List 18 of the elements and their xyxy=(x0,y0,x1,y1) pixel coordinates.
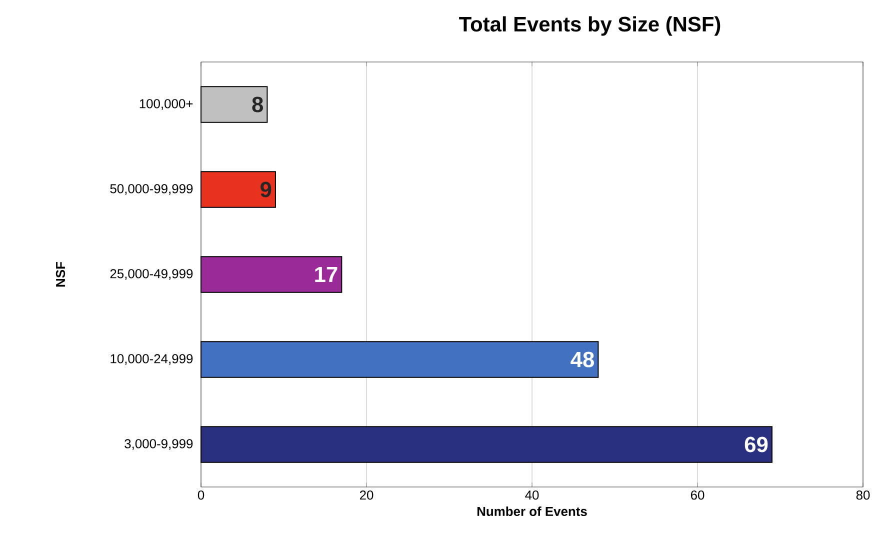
chart-title: Total Events by Size (NSF) xyxy=(459,16,720,36)
data-label: 69 xyxy=(744,436,768,452)
data-label: 9 xyxy=(260,182,272,198)
x-tick-label: 0 xyxy=(198,490,204,500)
data-label: 48 xyxy=(570,352,594,368)
y-tick-label: 25,000-49,999 xyxy=(110,269,193,280)
x-tick-label: 40 xyxy=(525,490,539,500)
x-axis-title: Number of Events xyxy=(477,506,587,516)
y-axis-title: NSF xyxy=(56,262,66,287)
data-label: 17 xyxy=(315,266,338,282)
x-tick-label: 20 xyxy=(360,490,374,500)
y-tick-label: 50,000-99,999 xyxy=(110,184,193,195)
y-tick-label: 3,000-9,999 xyxy=(124,439,193,450)
x-tick-label: 80 xyxy=(856,490,870,500)
x-tick-label: 60 xyxy=(690,490,704,500)
y-tick-label: 100,000+ xyxy=(140,99,193,110)
data-label: 8 xyxy=(252,96,264,112)
y-tick-label: 10,000-24,999 xyxy=(110,354,193,365)
